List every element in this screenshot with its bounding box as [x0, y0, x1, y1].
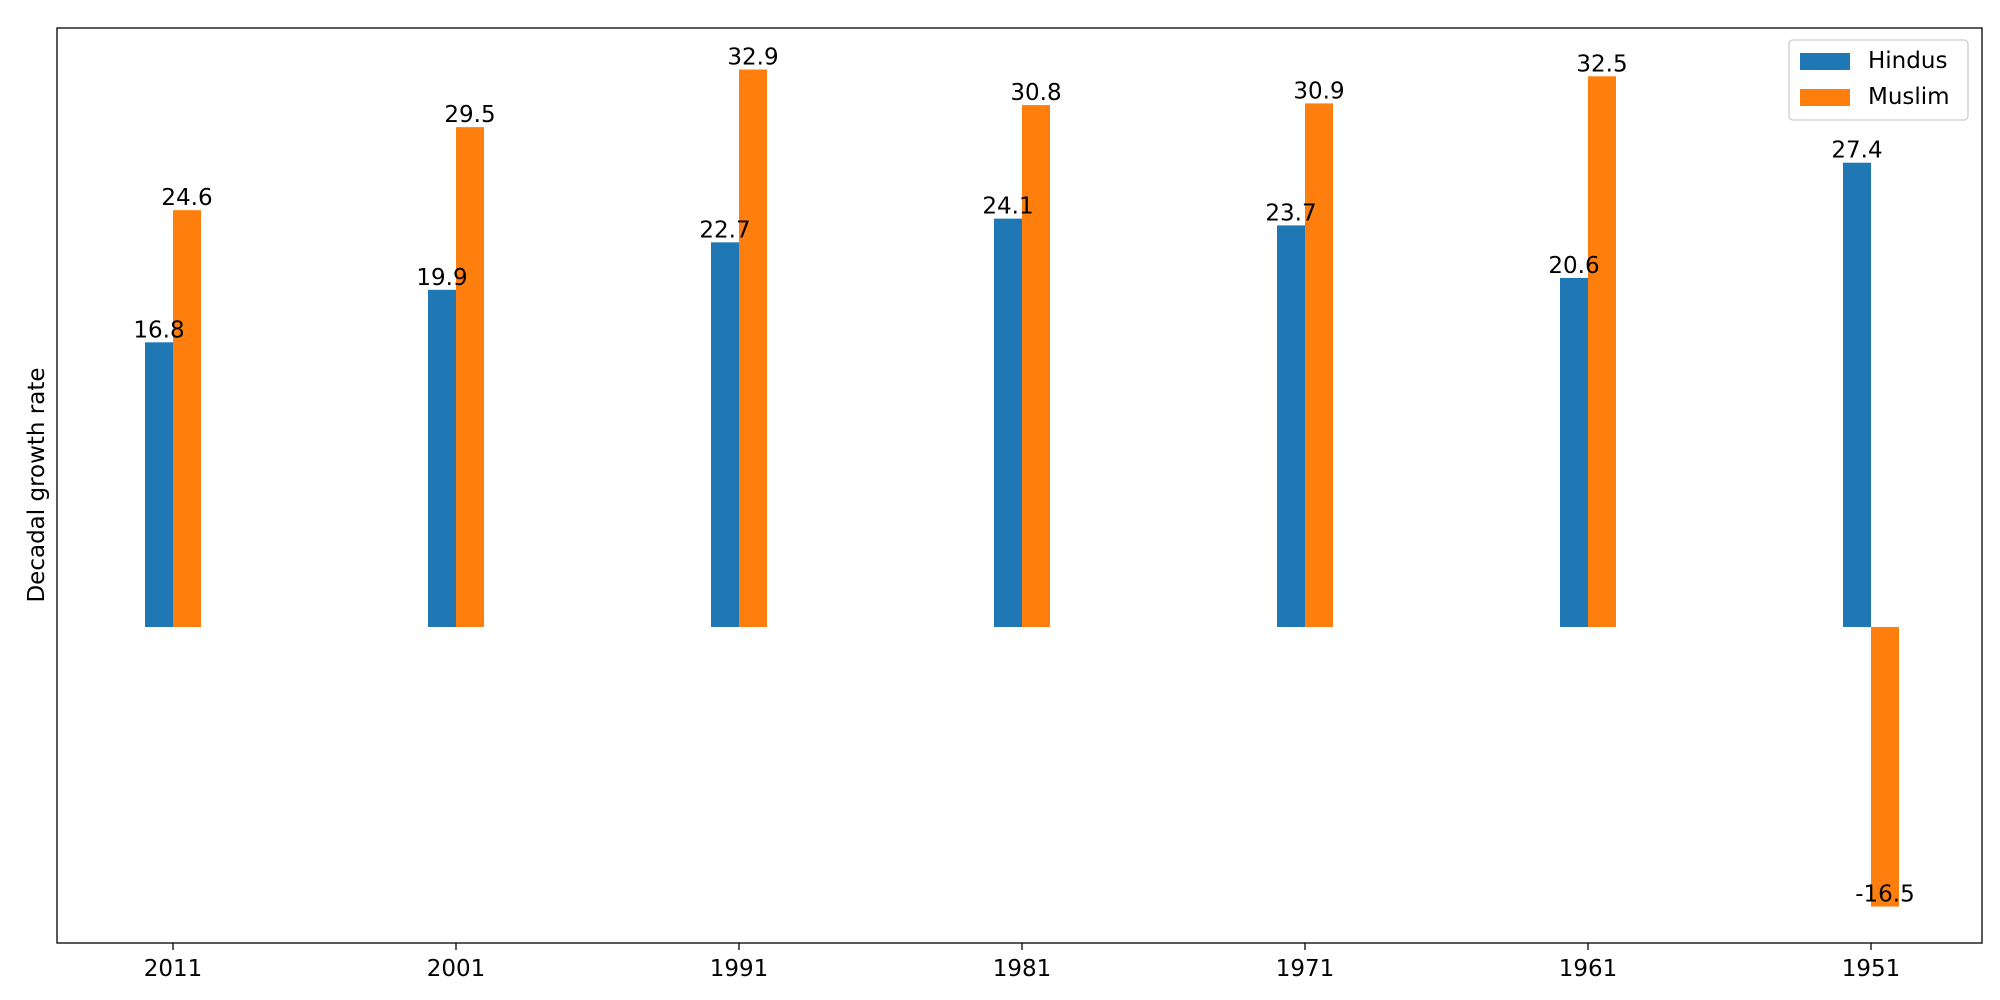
data-label-hindus-1961: 20.6: [1548, 253, 1599, 279]
data-label-hindus-1951: 27.4: [1831, 138, 1882, 164]
bar-muslim-1971: [1305, 103, 1333, 627]
x-tick-label-1971: 1971: [1276, 956, 1335, 982]
x-tick-label-1951: 1951: [1842, 956, 1901, 982]
x-tick-label-1991: 1991: [710, 956, 769, 982]
bar-muslim-1961: [1588, 76, 1616, 627]
bar-muslim-2001: [456, 127, 484, 627]
data-label-muslim-2001: 29.5: [444, 102, 495, 128]
legend-label-hindus: Hindus: [1868, 48, 1947, 74]
bar-hindus-1991: [711, 242, 739, 627]
y-axis-label: Decadal growth rate: [24, 367, 50, 602]
legend: Hindus Muslim: [1788, 39, 1969, 121]
data-label-hindus-2011: 16.8: [133, 317, 184, 343]
plot-area: [56, 27, 1983, 944]
x-axis: 2011 2001 1991 1981 1971 1961 1951: [144, 943, 1901, 982]
data-label-hindus-2001: 19.9: [416, 265, 467, 291]
bar-hindus-1971: [1277, 225, 1305, 627]
bar-muslim-2011: [173, 210, 201, 627]
x-tick-label-1961: 1961: [1559, 956, 1618, 982]
bar-hindus-1981: [994, 218, 1022, 627]
x-tick-label-1981: 1981: [993, 956, 1052, 982]
x-tick-label-2001: 2001: [427, 956, 486, 982]
data-label-muslim-1981: 30.8: [1010, 80, 1061, 106]
legend-label-muslim: Muslim: [1868, 84, 1950, 110]
data-label-muslim-1951: -16.5: [1855, 882, 1915, 908]
legend-swatch-muslim: [1800, 89, 1850, 106]
bar-muslim-1981: [1022, 105, 1050, 627]
data-label-muslim-1971: 30.9: [1293, 78, 1344, 104]
bar-muslim-1991: [739, 69, 767, 627]
bar-hindus-1951: [1843, 162, 1871, 627]
legend-swatch-hindus: [1800, 53, 1850, 70]
bar-hindus-1961: [1560, 277, 1588, 627]
data-label-hindus-1981: 24.1: [982, 194, 1033, 220]
bar-hindus-2011: [145, 342, 173, 627]
data-labels-group: 16.8 24.6 19.9 29.5 22.7 32.9 24.1 30.8 23.7 30.9…: [133, 45, 1914, 908]
data-label-hindus-1971: 23.7: [1265, 200, 1316, 226]
data-label-muslim-1961: 32.5: [1576, 51, 1627, 77]
bar-muslim-1951: [1871, 626, 1899, 907]
bar-hindus-2001: [428, 289, 456, 627]
bars-group: [145, 69, 1899, 907]
data-label-hindus-1991: 22.7: [699, 217, 750, 243]
x-tick-label-2011: 2011: [144, 956, 203, 982]
data-label-muslim-2011: 24.6: [161, 185, 212, 211]
data-label-muslim-1991: 32.9: [727, 45, 778, 71]
